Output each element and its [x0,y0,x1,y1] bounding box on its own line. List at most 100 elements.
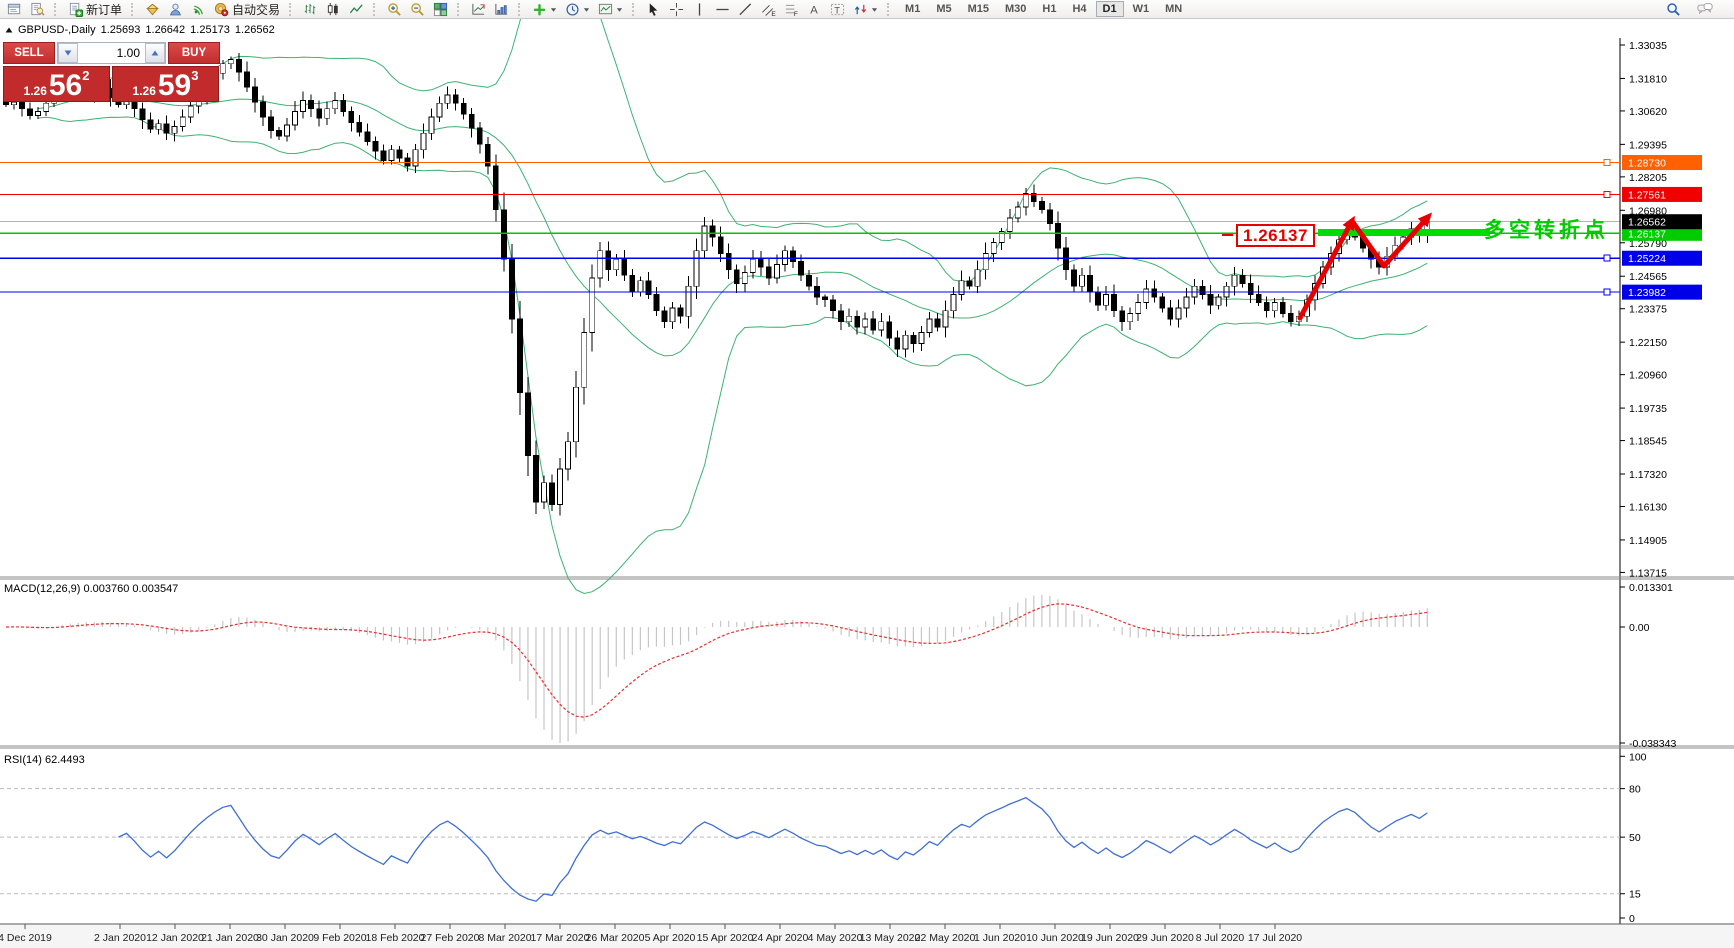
annotations[interactable] [1222,212,1490,321]
svg-text:F: F [794,11,798,17]
panel-frames [0,38,1734,948]
candlestick-chart-button[interactable] [323,1,344,18]
one-click-trading-panel: SELL 1.00 BUY 1.26 56 2 1.26 59 3 [3,42,220,102]
svg-text:1.23375: 1.23375 [1629,304,1667,316]
svg-text:1.16130: 1.16130 [1629,502,1667,514]
bar-chart-icon [303,2,318,17]
crosshair-tool-button[interactable] [666,1,687,18]
horizontal-line-objects[interactable] [0,159,1620,296]
toolbar-separator [887,2,892,16]
coin-icon [145,2,160,17]
hline-tool-button[interactable] [712,1,733,18]
autotrade-button[interactable]: 自动交易 [211,1,283,18]
svg-text:80: 80 [1629,784,1641,796]
new-order-label: 新订单 [86,2,123,17]
volume-increase-button[interactable] [145,43,165,63]
svg-text:1.33035: 1.33035 [1629,40,1667,52]
terminal-button[interactable] [165,1,186,18]
chat-icon [1697,2,1713,17]
cursor-tool-button[interactable] [643,1,664,18]
volume-decrease-button[interactable] [58,43,78,63]
timeframe-m1[interactable]: M1 [905,3,921,15]
signals-button[interactable] [188,1,209,18]
tile-windows-icon [433,2,448,17]
profiles-button[interactable] [27,1,48,18]
toolbar-separator [373,2,378,16]
buy-button[interactable]: BUY [168,42,220,64]
toolbar: 新订单 自动交易 E F A T [0,0,1734,19]
buy-price-fraction: 3 [191,68,199,83]
svg-text:8 Mar 2020: 8 Mar 2020 [478,932,531,944]
chart-shift-button[interactable] [491,1,512,18]
clock-icon [565,2,580,17]
timeframe-d1[interactable]: D1 [1095,1,1124,17]
new-chart-button[interactable] [4,1,25,18]
timeframe-w1[interactable]: W1 [1132,3,1150,15]
ohlc-open: 1.25693 [100,24,141,36]
trendline-icon [738,2,753,17]
svg-text:21 Jan 2020: 21 Jan 2020 [201,932,259,944]
timeframe-h1[interactable]: H1 [1042,3,1057,15]
timeframe-m30[interactable]: M30 [1005,3,1027,15]
macd-panel: 0.013301 0.00 -0.038343 [5,582,1676,750]
collapse-triangle-icon [5,26,13,34]
zoom-in-button[interactable] [384,1,405,18]
add-indicator-button[interactable] [529,1,560,18]
template-button[interactable] [595,1,626,18]
svg-text:1.22150: 1.22150 [1629,337,1667,349]
svg-text:1.14905: 1.14905 [1629,535,1667,547]
svg-text:1.30620: 1.30620 [1629,106,1667,118]
annotation-note-text[interactable]: 多空转折点 [1484,219,1609,242]
template-icon [598,2,613,17]
bar-chart-button[interactable] [300,1,321,18]
price-level-callout[interactable]: 1.26137 [1236,224,1315,247]
vline-tool-button[interactable] [689,1,710,18]
volume-input[interactable]: 1.00 [116,46,140,60]
text-icon: A [807,2,822,17]
svg-text:-0.038343: -0.038343 [1629,738,1676,750]
timeframe-m15[interactable]: M15 [967,3,989,15]
svg-text:100: 100 [1629,751,1647,763]
zoom-out-button[interactable] [407,1,428,18]
macd-label-row: MACD(12,26,9) 0.003760 0.003547 [4,583,178,595]
trendline-tool-button[interactable] [735,1,756,18]
svg-text:1.20960: 1.20960 [1629,370,1667,382]
timeframe-m5[interactable]: M5 [936,3,952,15]
dropdown-caret-icon [583,6,590,13]
svg-text:5 Apr 2020: 5 Apr 2020 [645,932,696,944]
zoom-out-icon [410,2,425,17]
market-watch-button[interactable] [142,1,163,18]
line-chart-button[interactable] [346,1,367,18]
svg-text:1.25224: 1.25224 [1628,253,1666,265]
toolbar-separator [54,2,59,16]
new-order-button[interactable]: 新订单 [65,1,125,18]
search-button[interactable] [1663,1,1684,18]
timeframe-mn[interactable]: MN [1165,3,1183,15]
svg-text:19 Jun 2020: 19 Jun 2020 [1081,932,1139,944]
timeframe-h4[interactable]: H4 [1072,3,1087,15]
buy-price[interactable]: 1.26 59 3 [112,66,219,102]
tile-windows-button[interactable] [430,1,451,18]
ohlc-close: 1.26562 [234,24,275,36]
fibonacci-tool-button[interactable]: F [781,1,802,18]
buy-price-pips: 59 [157,69,192,102]
text-label-tool-button[interactable]: T [827,1,848,18]
chart-title-bar: GBPUSD-,Daily 1.25693 1.26642 1.25173 1.… [5,24,275,36]
text-tool-button[interactable]: A [804,1,825,18]
chat-button[interactable] [1694,1,1716,18]
dropdown-caret-icon [616,6,623,13]
sell-price[interactable]: 1.26 56 2 [3,66,110,102]
svg-text:15: 15 [1629,889,1641,901]
svg-text:2 Jan 2020: 2 Jan 2020 [94,932,146,944]
period-button[interactable] [562,1,593,18]
svg-text:29 Jun 2020: 29 Jun 2020 [1136,932,1194,944]
add-indicator-icon [532,2,547,17]
rsi-label-row: RSI(14) 62.4493 [4,754,85,766]
channel-tool-button[interactable]: E [758,1,779,18]
auto-scroll-button[interactable] [468,1,489,18]
arrows-tool-button[interactable] [850,1,881,18]
svg-text:0.00: 0.00 [1629,622,1650,634]
sell-button[interactable]: SELL [3,42,55,64]
